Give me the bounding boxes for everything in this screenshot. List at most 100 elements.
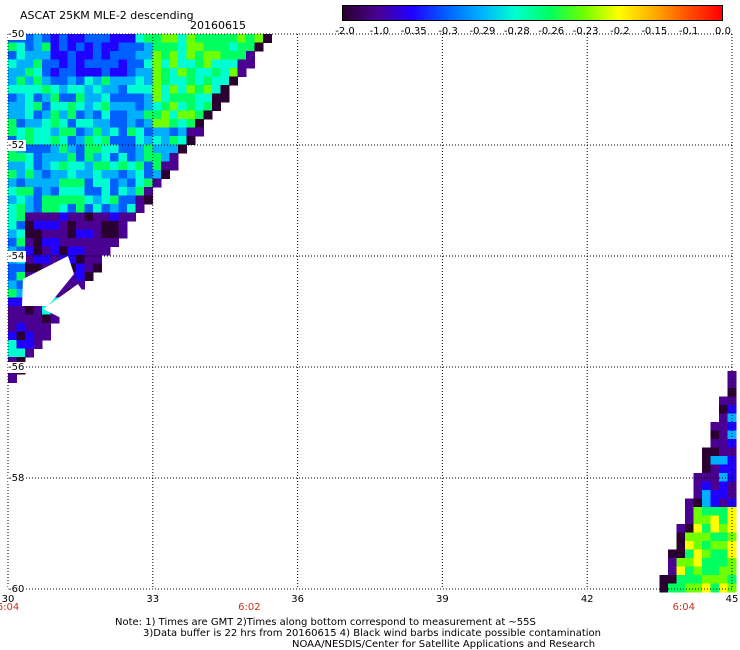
wind-cell <box>93 229 102 239</box>
wind-cell <box>118 59 128 69</box>
wind-cell <box>186 59 196 69</box>
wind-cell <box>42 195 51 205</box>
wind-cell <box>25 246 34 256</box>
wind-cell <box>16 153 26 162</box>
wind-cell <box>685 515 694 525</box>
wind-cell <box>101 212 111 222</box>
y-tick-label: -58 <box>8 473 27 484</box>
time-label: 6:02 <box>238 602 261 613</box>
wind-cell <box>67 93 77 103</box>
wind-cell <box>203 76 213 86</box>
wind-cell <box>25 255 34 264</box>
wind-cell <box>33 255 43 264</box>
wind-cell <box>693 575 703 584</box>
wind-cell <box>76 153 85 162</box>
wind-cell <box>710 507 720 516</box>
wind-cell <box>76 102 85 111</box>
wind-cell <box>84 68 94 77</box>
wind-cell <box>144 119 153 128</box>
wind-cell <box>229 34 238 43</box>
wind-cell <box>118 212 128 222</box>
wind-cell <box>135 144 145 154</box>
wind-cell <box>152 42 162 52</box>
wind-cell <box>127 93 136 103</box>
wind-cell <box>33 59 43 69</box>
wind-cell <box>101 59 111 69</box>
wind-cell <box>16 263 26 273</box>
wind-cell <box>676 524 686 533</box>
wind-cell <box>710 566 720 576</box>
wind-cell <box>93 187 102 196</box>
wind-cell <box>101 68 111 77</box>
wind-cell <box>727 388 737 397</box>
wind-cell <box>719 532 728 542</box>
wind-cell <box>152 59 162 69</box>
wind-cell <box>67 187 77 196</box>
wind-cell <box>33 93 43 103</box>
wind-cell <box>710 524 720 533</box>
wind-cell <box>67 161 77 171</box>
wind-cell <box>144 136 153 145</box>
wind-cell <box>33 212 43 222</box>
wind-cell <box>25 340 34 349</box>
x-tick-label: 36 <box>291 594 304 605</box>
wind-cell <box>93 255 102 264</box>
wind-cell <box>93 136 102 145</box>
wind-cell <box>16 314 26 324</box>
wind-cell <box>118 76 128 86</box>
wind-cell <box>42 187 51 196</box>
wind-cell <box>76 212 85 222</box>
wind-cell <box>719 447 728 457</box>
wind-cell <box>118 144 128 154</box>
wind-cell <box>33 306 43 315</box>
wind-cell <box>42 255 51 264</box>
wind-cell <box>229 59 238 69</box>
wind-cell <box>229 51 238 60</box>
wind-cell <box>50 204 60 213</box>
wind-cell <box>110 136 119 145</box>
wind-cell <box>135 85 145 94</box>
wind-cell <box>25 238 34 247</box>
wind-cell <box>8 374 17 383</box>
wind-cell <box>42 119 51 128</box>
wind-cell <box>101 178 111 188</box>
wind-cell <box>76 119 85 128</box>
wind-cell <box>8 229 17 239</box>
colorbar-tick-label: -0.28 <box>503 26 530 37</box>
wind-cell <box>101 127 111 137</box>
wind-cell <box>93 170 102 179</box>
wind-cell <box>59 34 68 43</box>
wind-cell <box>25 331 34 341</box>
wind-cell <box>110 161 119 171</box>
wind-cell <box>84 161 94 171</box>
wind-cell <box>118 51 128 60</box>
wind-cell <box>59 178 68 188</box>
wind-cell <box>50 51 60 60</box>
wind-cell <box>42 42 51 52</box>
wind-cell <box>152 153 162 162</box>
wind-cell <box>16 238 26 247</box>
wind-cell <box>203 34 213 43</box>
wind-cell <box>719 490 728 499</box>
wind-cell <box>33 314 43 324</box>
wind-cell <box>76 238 85 247</box>
wind-cell <box>710 490 720 499</box>
wind-cell <box>101 76 111 86</box>
wind-cell <box>152 34 162 43</box>
wind-cell <box>25 306 34 315</box>
data-gap <box>22 256 74 306</box>
wind-cell <box>50 246 60 256</box>
wind-cell <box>229 42 238 52</box>
wind-cell <box>67 238 77 247</box>
wind-cell <box>710 532 720 542</box>
wind-cell <box>169 34 179 43</box>
wind-cell <box>42 178 51 188</box>
wind-cell <box>195 93 204 103</box>
wind-cell <box>118 119 128 128</box>
wind-cell <box>16 204 26 213</box>
wind-cell <box>178 93 187 103</box>
wind-cell <box>76 51 85 60</box>
wind-cell <box>25 212 34 222</box>
wind-cell <box>169 102 179 111</box>
wind-cell <box>76 136 85 145</box>
